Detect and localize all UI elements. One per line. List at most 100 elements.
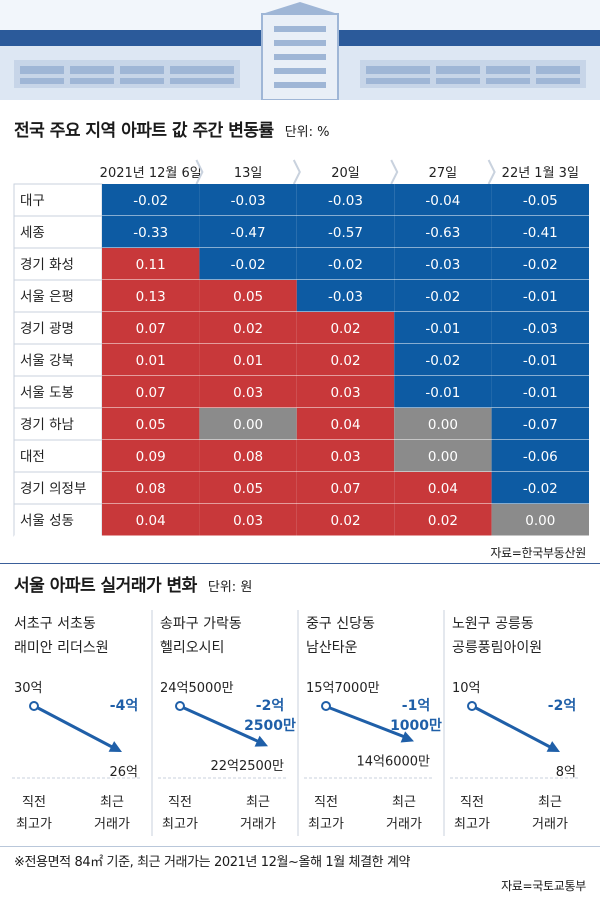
region-label: 경기 의정부 (20, 481, 86, 497)
cell-value: 0.02 (428, 513, 458, 529)
region-label: 경기 하남 (20, 417, 74, 433)
high-price-label: 30억 (14, 681, 43, 696)
price-drop-label: -2억 (256, 698, 284, 714)
heat-cell (296, 248, 395, 280)
cell-value: -0.02 (231, 257, 266, 273)
high-price-point (175, 701, 185, 711)
cell-value: 0.00 (428, 449, 458, 465)
heat-cell (491, 312, 589, 344)
cell-value: -0.04 (425, 193, 460, 209)
table-title-row: 전국 주요 지역 아파트 값 주간 변동률 단위: % (14, 116, 330, 141)
cell-value: -0.01 (523, 289, 558, 305)
heat-cell (491, 280, 589, 312)
column-header: 22년 1월 3일 (502, 166, 579, 181)
high-price-point (467, 701, 477, 711)
axis-label-left: 최고가 (454, 817, 490, 832)
heat-cell (199, 408, 297, 440)
heat-cell (199, 248, 297, 280)
heat-cell (491, 344, 589, 376)
cell-value: 0.02 (330, 353, 360, 369)
cell-value: -0.07 (523, 417, 558, 433)
heat-cell (296, 312, 395, 344)
price-drop-line (329, 706, 407, 739)
region-label: 서울 성동 (20, 513, 74, 529)
axis-label-left: 직전 (460, 795, 484, 810)
table-source: 자료=한국부동산원 (490, 546, 586, 560)
heat-cell (296, 376, 395, 408)
heat-cell (102, 184, 200, 216)
row-label-cell (13, 215, 103, 249)
price-drop-label: -1억 (402, 698, 430, 714)
price-drop-label: -2억 (548, 698, 576, 714)
cell-value: -0.03 (328, 193, 363, 209)
heat-cell (199, 344, 297, 376)
heat-cell (199, 280, 297, 312)
heat-cell (394, 312, 492, 344)
column-separator (390, 159, 399, 185)
recent-price-label: 14억6000만 (356, 754, 430, 769)
cell-value: 0.08 (233, 449, 263, 465)
district-label: 노원구 공릉동 (452, 616, 534, 632)
heat-cell (394, 408, 492, 440)
region-label: 서울 은평 (20, 289, 74, 305)
heat-cell (394, 376, 492, 408)
heat-cell (102, 280, 200, 312)
cell-value: -0.02 (523, 481, 558, 497)
heat-cell (394, 344, 492, 376)
region-label: 서울 도봉 (20, 385, 74, 401)
heat-cell (296, 184, 395, 216)
axis-label-left: 최고가 (308, 817, 344, 832)
heat-cell (296, 280, 395, 312)
heat-cell (102, 312, 200, 344)
column-separator (487, 159, 496, 185)
heat-cell (394, 440, 492, 472)
section-divider (0, 563, 600, 564)
axis-label-left: 직전 (168, 795, 192, 810)
price-drop-line (183, 706, 261, 744)
cell-value: 0.00 (428, 417, 458, 433)
region-label: 대전 (20, 449, 45, 465)
axis-label-left: 최고가 (16, 817, 52, 832)
row-label-cell (13, 343, 103, 377)
cell-value: -0.03 (231, 193, 266, 209)
footnote: ※전용면적 84㎡ 기준, 최근 거래가는 2021년 12월~올해 1월 체결… (14, 855, 411, 870)
cell-value: -0.57 (328, 225, 363, 241)
cell-value: 0.04 (136, 513, 166, 529)
heat-cell (102, 376, 200, 408)
axis-label-right: 최근 (392, 795, 416, 810)
recent-price-label: 22억2500만 (210, 759, 284, 774)
cell-value: 0.03 (330, 449, 360, 465)
table-title: 전국 주요 지역 아파트 값 주간 변동률 (14, 121, 274, 141)
cell-value: 0.00 (233, 417, 263, 433)
heat-cell (102, 504, 200, 536)
heat-cell (394, 472, 492, 504)
heat-cell (199, 184, 297, 216)
high-price-point (321, 701, 331, 711)
row-label-cell (13, 407, 103, 441)
heat-cell (491, 504, 589, 536)
column-header: 13일 (234, 166, 263, 181)
heat-cell (394, 184, 492, 216)
district-label: 중구 신당동 (306, 616, 375, 632)
heat-cell (199, 216, 297, 248)
cell-value: -0.03 (328, 289, 363, 305)
price-source: 자료=국토교통부 (501, 879, 586, 893)
cell-value: -0.02 (328, 257, 363, 273)
cell-value: 0.02 (233, 321, 263, 337)
cell-value: 0.09 (136, 449, 166, 465)
heat-cell (102, 248, 200, 280)
region-label: 경기 광명 (20, 321, 74, 337)
heat-cell (394, 280, 492, 312)
row-label-cell (13, 471, 103, 505)
axis-label-right: 거래가 (240, 817, 276, 832)
high-price-label: 15억7000만 (306, 681, 380, 696)
cell-value: 0.05 (233, 289, 263, 305)
column-separator (195, 159, 204, 185)
recent-price-label: 8억 (556, 765, 576, 780)
cell-value: 0.02 (330, 513, 360, 529)
heat-cell (199, 376, 297, 408)
price-unit: 단위: 원 (207, 580, 253, 595)
cell-value: -0.06 (523, 449, 558, 465)
